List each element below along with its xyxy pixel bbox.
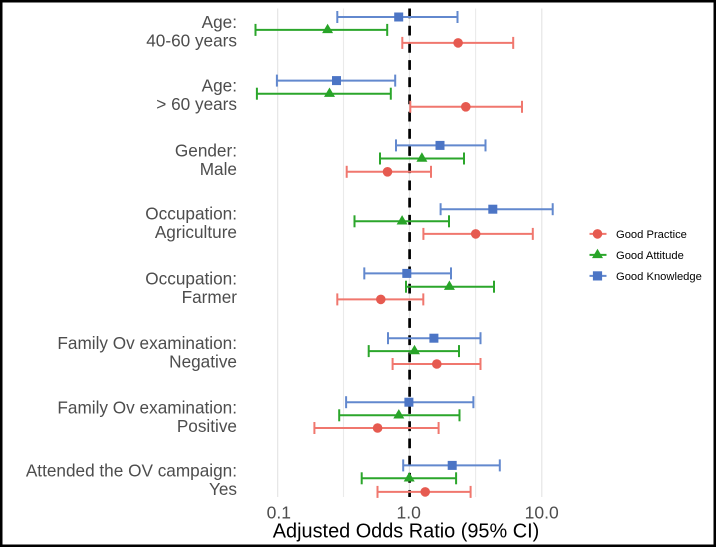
svg-text:0.1: 0.1 bbox=[267, 503, 291, 523]
svg-text:Male: Male bbox=[200, 159, 237, 179]
svg-text:Yes: Yes bbox=[209, 479, 237, 499]
svg-text:Good Attitude: Good Attitude bbox=[616, 250, 684, 262]
svg-text:Age:: Age: bbox=[202, 12, 237, 32]
svg-text:Occupation:: Occupation: bbox=[145, 269, 237, 289]
svg-text:Adjusted Odds Ratio (95% CI): Adjusted Odds Ratio (95% CI) bbox=[273, 521, 539, 543]
svg-text:Farmer: Farmer bbox=[182, 287, 238, 307]
svg-text:Attended the OV campaign:: Attended the OV campaign: bbox=[26, 460, 237, 480]
svg-text:10.0: 10.0 bbox=[525, 503, 559, 523]
svg-text:1.0: 1.0 bbox=[397, 503, 422, 523]
svg-text:Gender:: Gender: bbox=[175, 141, 237, 161]
svg-text:Positive: Positive bbox=[177, 416, 237, 436]
svg-text:Family Ov examination:: Family Ov examination: bbox=[57, 333, 237, 353]
svg-text:Negative: Negative bbox=[169, 352, 237, 372]
svg-text:Agriculture: Agriculture bbox=[155, 222, 237, 242]
svg-text:Good Practice: Good Practice bbox=[616, 229, 687, 241]
svg-text:Age:: Age: bbox=[202, 76, 237, 96]
svg-text:Good Knowledge: Good Knowledge bbox=[616, 271, 702, 283]
svg-text:Family Ov examination:: Family Ov examination: bbox=[57, 397, 237, 417]
svg-text:Occupation:: Occupation: bbox=[145, 203, 237, 223]
svg-text:> 60 years: > 60 years bbox=[156, 94, 237, 114]
svg-text:40-60 years: 40-60 years bbox=[146, 30, 237, 50]
